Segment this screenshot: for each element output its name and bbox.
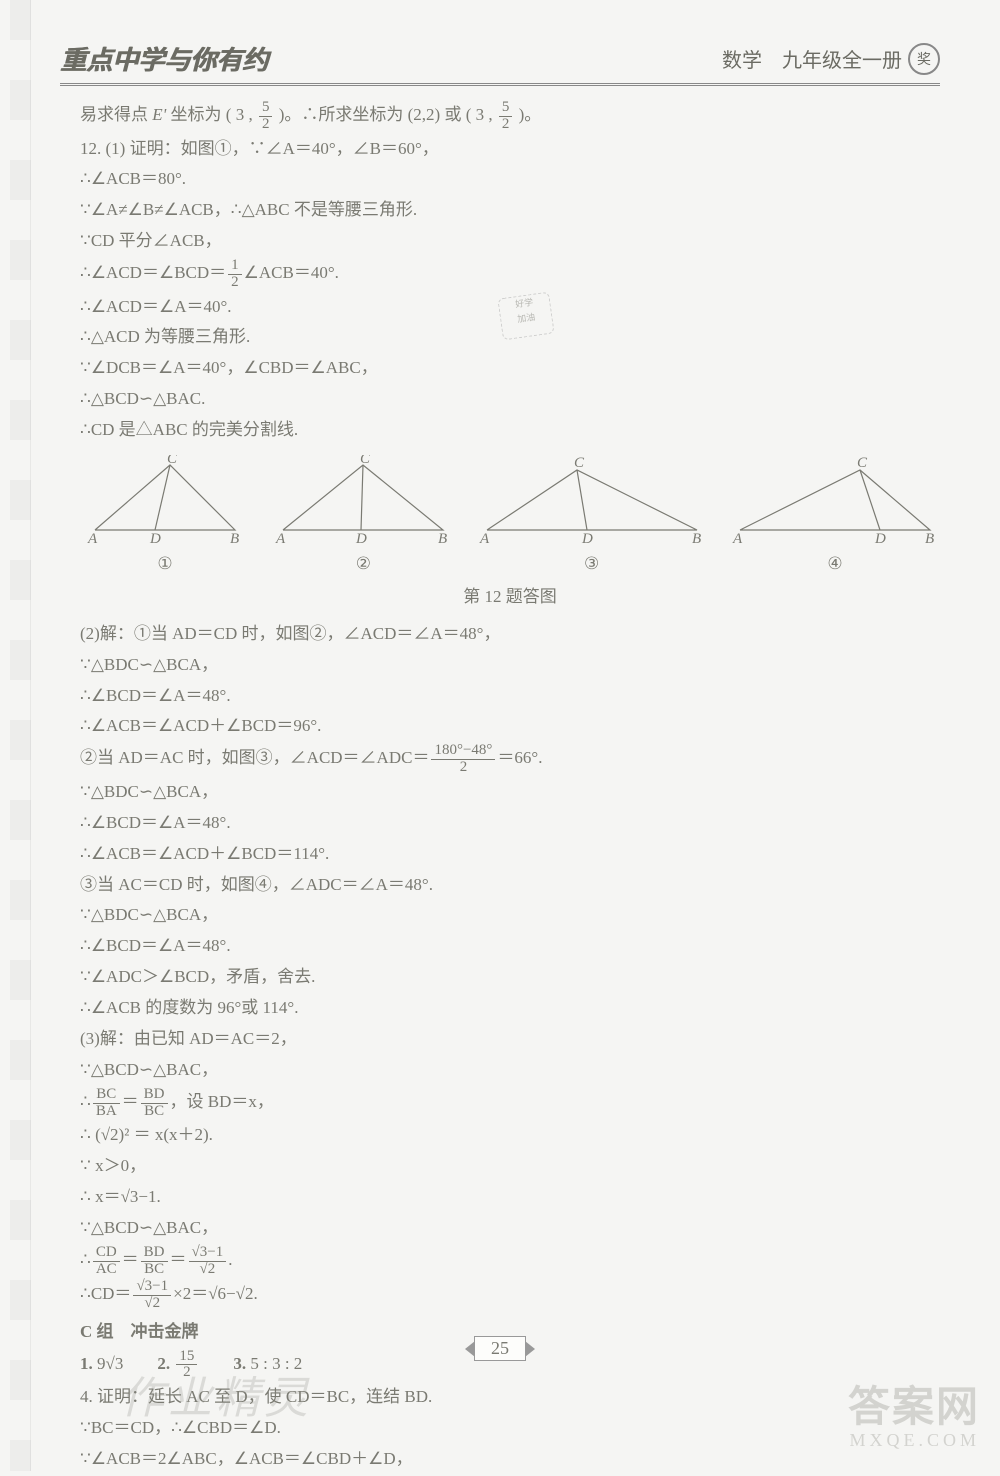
figure-4: A D B C ④ (730, 455, 940, 579)
svg-text:B: B (438, 531, 447, 547)
svg-text:D: D (355, 531, 367, 547)
text-line: ∴∠ACB＝80°. (80, 165, 940, 194)
svg-text:A: A (87, 531, 98, 547)
stamp-icon: 好学加油 (497, 292, 554, 341)
svg-text:C: C (857, 455, 868, 471)
page-number: 25 (474, 1336, 526, 1361)
svg-text:D: D (874, 531, 886, 547)
text-line: 12. (1) 证明：如图①，∵∠A＝40°，∠B＝60°， (80, 135, 940, 164)
watermark-right: 答案网 MXQE.COM (848, 1385, 980, 1451)
page: 重点中学与你有约 数学 九年级全一册 奖 易求得点 E' 坐标为 ( 3 , 5… (60, 40, 940, 1476)
svg-text:B: B (230, 531, 239, 547)
svg-text:B: B (692, 531, 701, 547)
svg-text:C: C (360, 455, 371, 467)
text-line: ∴∠ACD＝∠BCD＝12∠ACB＝40°. (80, 258, 940, 291)
svg-text:A: A (732, 531, 743, 547)
text-line: ∴∠BCD＝∠A＝48°. (80, 682, 940, 711)
text-line: ②当 AD＝AC 时，如图③，∠ACD＝∠ADC＝180°−48°2＝66°. (80, 743, 940, 776)
text-line: (2)解：①当 AD＝CD 时，如图②，∠ACD＝∠A＝48°， (80, 620, 940, 649)
medal-icon: 奖 (908, 43, 940, 75)
svg-text:C: C (574, 455, 585, 471)
text-line: ∴CDAC＝BDBC＝√3−1√2. (80, 1245, 940, 1278)
text-line: (3)解：由已知 AD＝AC＝2， (80, 1025, 940, 1054)
svg-text:B: B (925, 531, 934, 547)
text-line: ∵ x＞0， (80, 1152, 940, 1181)
text-line: ∴∠ACB 的度数为 96°或 114°. (80, 994, 940, 1023)
watermark-left: 作业精灵 (120, 1362, 312, 1426)
text-line: ∴BCBA＝BDBC，设 BD＝x， (80, 1087, 940, 1120)
text-line: ∵△BCD∽△BAC， (80, 1056, 940, 1085)
text-line: 易求得点 E' 坐标为 ( 3 , 52 )。∴所求坐标为 (2,2) 或 ( … (80, 100, 940, 133)
figure-3: A D B C ③ (477, 455, 707, 579)
figure-caption: 第 12 题答图 (80, 583, 940, 612)
binding-edge (10, 0, 31, 1471)
text-line: ∴∠ACB＝∠ACD＋∠BCD＝114°. (80, 840, 940, 869)
page-header: 重点中学与你有约 数学 九年级全一册 奖 (60, 40, 940, 86)
text-line: ∴ x＝√3−1. (80, 1183, 940, 1212)
figure-label: ④ (730, 550, 940, 579)
text-line: ∵△BDC∽△BCA， (80, 778, 940, 807)
svg-text:D: D (581, 531, 593, 547)
text-line: ∵△BDC∽△BCA， (80, 901, 940, 930)
text-line: ∵∠ADC＞∠BCD，矛盾，舍去. (80, 963, 940, 992)
header-right-text: 数学 九年级全一册 (722, 44, 902, 73)
content: 易求得点 E' 坐标为 ( 3 , 52 )。∴所求坐标为 (2,2) 或 ( … (60, 100, 940, 1474)
text-line: ∴CD＝√3−1√2×2＝√6−√2. (80, 1279, 940, 1312)
text-line: ∴ (√2)² ＝ x(x＋2). (80, 1121, 940, 1150)
figure-label: ③ (477, 550, 707, 579)
text-line: ∴△BCD∽△BAC. (80, 385, 940, 414)
text-line: ∴∠BCD＝∠A＝48°. (80, 809, 940, 838)
header-right: 数学 九年级全一册 奖 (722, 43, 940, 75)
svg-text:A: A (275, 531, 286, 547)
text-line: ∵CD 平分∠ACB， (80, 227, 940, 256)
text-line: ③当 AC＝CD 时，如图④，∠ADC＝∠A＝48°. (80, 871, 940, 900)
svg-text:A: A (479, 531, 490, 547)
figure-1: A D B C ① (80, 455, 250, 579)
text-line: ∵∠ACB＝2∠ABC，∠ACB＝∠CBD＋∠D， (80, 1445, 940, 1474)
watermark-right-small: MXQE.COM (848, 1431, 980, 1451)
text-line: ∵∠DCB＝∠A＝40°，∠CBD＝∠ABC， (80, 354, 940, 383)
text-line: ∴∠BCD＝∠A＝48°. (80, 932, 940, 961)
figure-label: ② (273, 550, 453, 579)
page-footer: 25 (0, 1336, 1000, 1361)
text-line: ∵∠A≠∠B≠∠ACB，∴△ABC 不是等腰三角形. (80, 196, 940, 225)
watermark-right-big: 答案网 (848, 1385, 980, 1431)
figure-label: ① (80, 550, 250, 579)
figure-2: A D B C ② (273, 455, 453, 579)
text-line: ∴CD 是△ABC 的完美分割线. (80, 416, 940, 445)
text-line: ∴∠ACB＝∠ACD＋∠BCD＝96°. (80, 712, 940, 741)
text-line: ∵△BCD∽△BAC， (80, 1214, 940, 1243)
text-line: ∵△BDC∽△BCA， (80, 651, 940, 680)
svg-text:D: D (149, 531, 161, 547)
figure-row: A D B C ① A D B C ② (80, 455, 940, 579)
svg-text:C: C (167, 455, 178, 467)
header-left: 重点中学与你有约 (60, 40, 268, 77)
